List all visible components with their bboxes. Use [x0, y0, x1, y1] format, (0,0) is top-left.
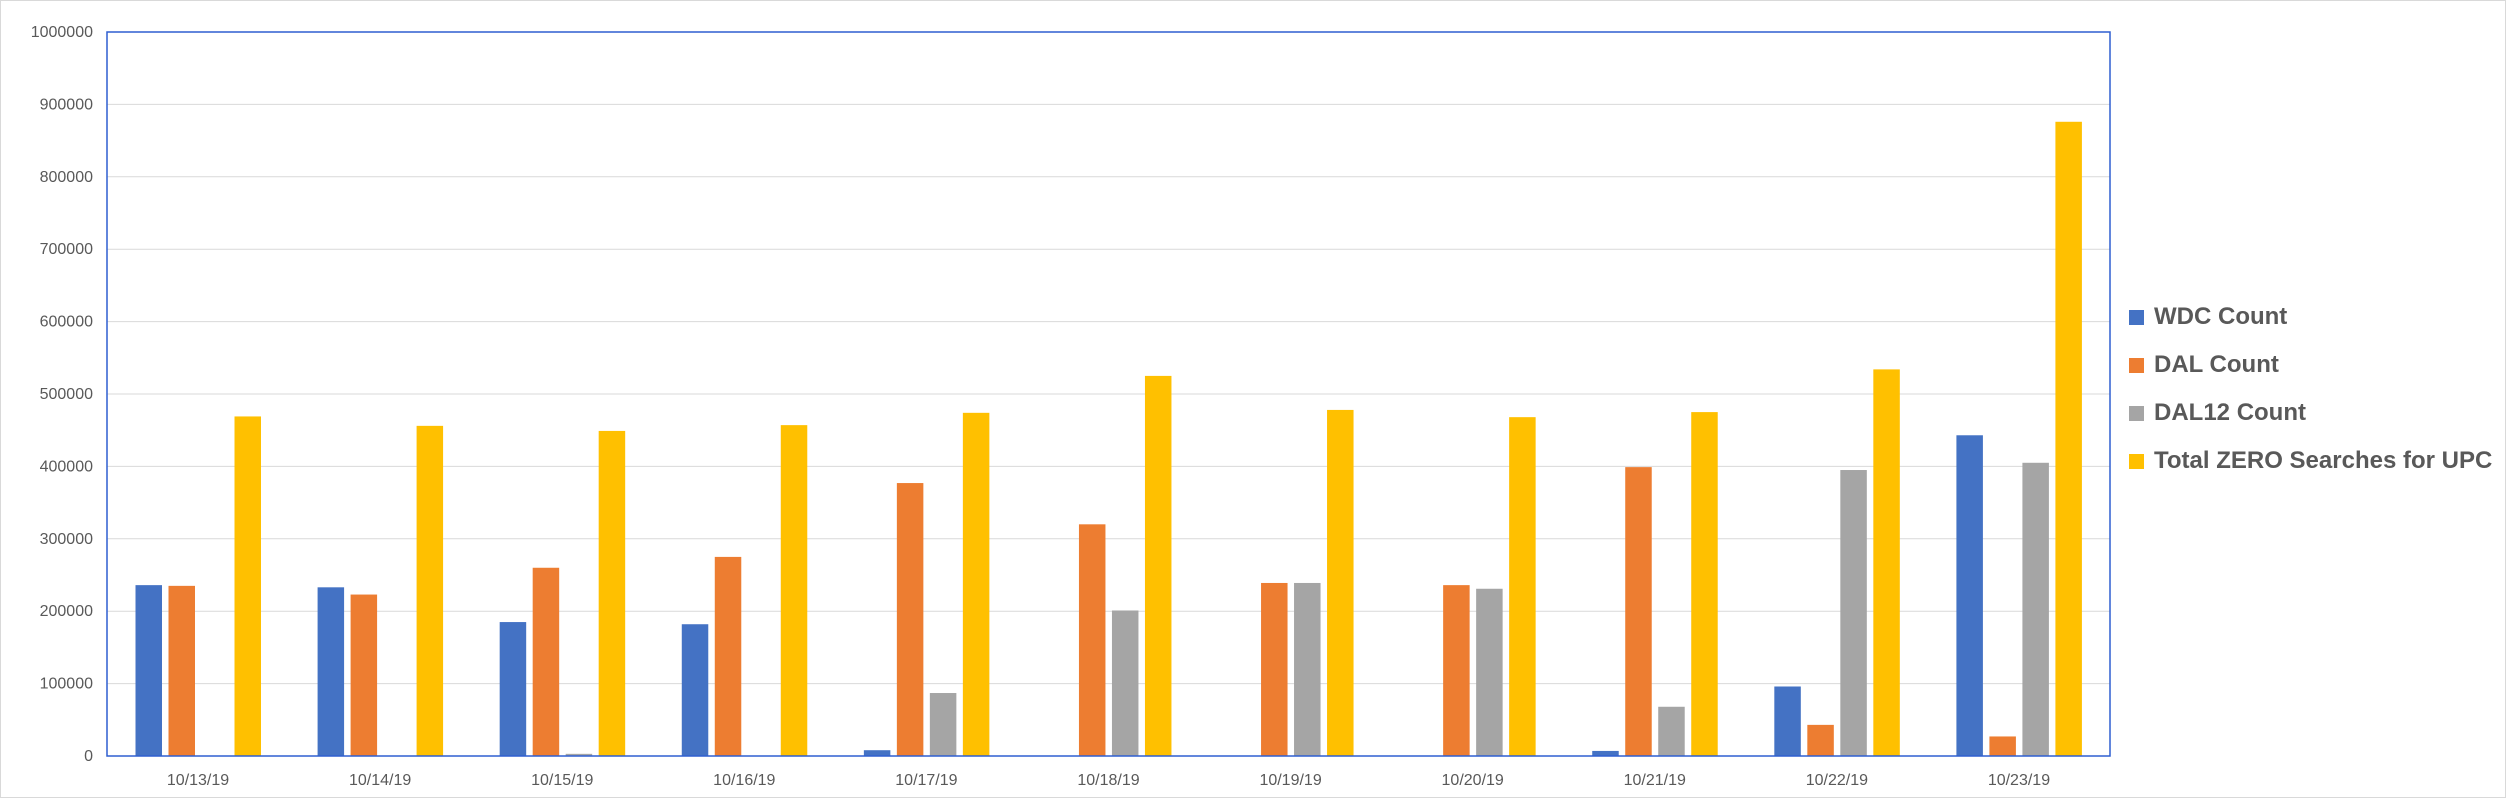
bar-dal12-count-10-18-19 — [1111, 610, 1139, 756]
plot-area-border — [106, 31, 2111, 757]
bar-dal-count-10-23-19 — [1989, 736, 2016, 756]
legend-label: WDC Count — [2154, 303, 2288, 330]
bar-wdc-count-10-17-19 — [863, 750, 891, 756]
bar-dal12-count-10-17-19 — [929, 693, 957, 756]
bar-total-zero-searches-for-upc-10-14-19 — [416, 425, 444, 756]
y-tick-label: 400000 — [40, 458, 93, 475]
legend-item: Total ZERO Searches for UPC — [2129, 437, 2492, 485]
bars — [135, 121, 2082, 756]
y-tick-label: 700000 — [40, 241, 93, 258]
x-tick-label: 10/16/19 — [713, 772, 775, 789]
bar-total-zero-searches-for-upc-10-20-19 — [1509, 417, 1536, 756]
x-tick-label: 10/21/19 — [1624, 772, 1686, 789]
bar-total-zero-searches-for-upc-10-13-19 — [234, 416, 261, 756]
bar-dal-count-10-19-19 — [1261, 582, 1288, 756]
bar-total-zero-searches-for-upc-10-21-19 — [1691, 412, 1718, 756]
bar-total-zero-searches-for-upc-10-17-19 — [962, 412, 990, 756]
x-tick-label: 10/17/19 — [895, 772, 957, 789]
bar-dal12-count-10-22-19 — [1840, 470, 1867, 756]
gridlines — [107, 31, 2110, 757]
bar-total-zero-searches-for-upc-10-19-19 — [1327, 409, 1354, 756]
y-tick-label: 1000000 — [31, 24, 93, 41]
bar-dal-count-10-17-19 — [896, 483, 924, 756]
bar-dal-count-10-15-19 — [532, 567, 560, 756]
x-tick-label: 10/18/19 — [1077, 772, 1139, 789]
bar-wdc-count-10-21-19 — [1592, 750, 1619, 756]
y-tick-label: 0 — [84, 748, 93, 765]
bar-dal-count-10-20-19 — [1443, 585, 1470, 756]
bar-dal-count-10-21-19 — [1625, 467, 1652, 756]
legend-swatch — [2129, 453, 2144, 469]
bar-dal12-count-10-20-19 — [1476, 588, 1503, 756]
bar-total-zero-searches-for-upc-10-22-19 — [1873, 369, 1900, 756]
y-tick-label: 600000 — [40, 314, 93, 331]
x-tick-label: 10/22/19 — [1806, 772, 1868, 789]
bar-wdc-count-10-15-19 — [499, 622, 527, 756]
y-tick-label: 300000 — [40, 531, 93, 548]
x-tick-label: 10/23/19 — [1988, 772, 2050, 789]
bar-total-zero-searches-for-upc-10-16-19 — [780, 425, 808, 756]
bar-dal12-count-10-19-19 — [1294, 582, 1321, 756]
bar-wdc-count-10-22-19 — [1774, 686, 1801, 756]
x-tick-label: 10/15/19 — [531, 772, 593, 789]
y-tick-label: 900000 — [40, 96, 93, 113]
x-tick-label: 10/19/19 — [1259, 772, 1321, 789]
bar-dal12-count-10-23-19 — [2022, 462, 2049, 756]
bar-wdc-count-10-14-19 — [317, 587, 345, 756]
bar-dal-count-10-13-19 — [168, 585, 195, 756]
legend-swatch — [2129, 405, 2144, 421]
bar-dal12-count-10-15-19 — [565, 753, 593, 756]
legend-swatch — [2129, 309, 2144, 325]
legend-label: DAL12 Count — [2154, 399, 2306, 426]
y-tick-label: 200000 — [40, 603, 93, 620]
y-tick-label: 100000 — [40, 676, 93, 693]
legend: WDC Count DAL Count DAL12 Count Total ZERO … — [2129, 293, 2492, 485]
bar-total-zero-searches-for-upc-10-15-19 — [598, 430, 626, 756]
legend-item: DAL Count — [2129, 341, 2492, 389]
bar-total-zero-searches-for-upc-10-23-19 — [2055, 121, 2082, 756]
x-tick-label: 10/13/19 — [167, 772, 229, 789]
legend-item: WDC Count — [2129, 293, 2492, 341]
bar-wdc-count-10-23-19 — [1956, 435, 1983, 756]
bar-total-zero-searches-for-upc-10-18-19 — [1144, 375, 1172, 756]
bar-dal12-count-10-21-19 — [1658, 706, 1685, 756]
bar-dal-count-10-22-19 — [1807, 724, 1834, 756]
bar-wdc-count-10-16-19 — [681, 624, 709, 756]
bar-dal-count-10-16-19 — [714, 556, 742, 756]
legend-swatch — [2129, 357, 2144, 373]
bar-dal-count-10-14-19 — [350, 594, 378, 756]
legend-item: DAL12 Count — [2129, 389, 2492, 437]
y-tick-label: 800000 — [40, 169, 93, 186]
x-tick-label: 10/20/19 — [1442, 772, 1504, 789]
legend-label: Total ZERO Searches for UPC — [2154, 447, 2493, 474]
bar-wdc-count-10-13-19 — [135, 585, 162, 756]
x-tick-label: 10/14/19 — [349, 772, 411, 789]
bar-dal-count-10-18-19 — [1078, 524, 1106, 756]
legend-label: DAL Count — [2154, 351, 2279, 378]
axes: 0 100000 200000 300000 400000 500000 600000 700… — [31, 24, 2111, 789]
y-tick-label: 500000 — [40, 386, 93, 403]
